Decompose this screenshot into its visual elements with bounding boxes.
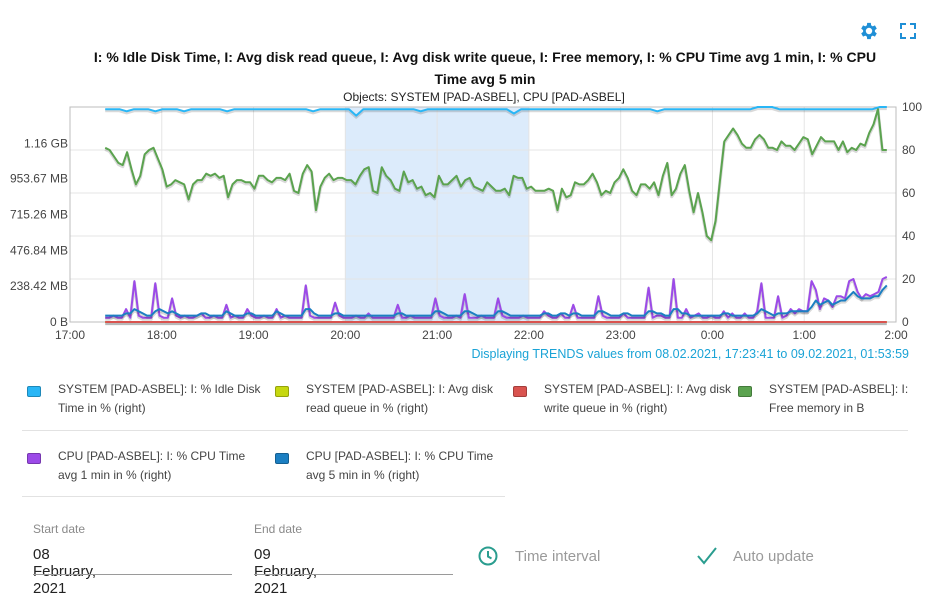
chart-subtitle: Objects: SYSTEM [PAD-ASBEL], CPU [PAD-AS… (343, 90, 625, 104)
range-note: Displaying TRENDS values from 08.02.2021… (471, 347, 909, 361)
legend-swatch (275, 453, 289, 464)
y-right-tick-label: 0 (902, 315, 909, 329)
start-date-field[interactable]: Start date 08 February, 2021 (33, 522, 232, 597)
end-date-value[interactable]: 09 February, 2021 (254, 546, 318, 597)
gear-icon[interactable] (858, 20, 880, 42)
series-shadow-3 (104, 109, 887, 244)
x-tick-label: 18:00 (147, 328, 177, 342)
legend-swatch (27, 386, 41, 397)
x-tick-label: 1:00 (793, 328, 817, 342)
auto-update-label: Auto update (733, 548, 814, 565)
checkmark-icon (695, 545, 719, 571)
legend-label: CPU [PAD-ASBEL]: I: % CPU Time avg 1 min… (58, 449, 246, 482)
y-left-tick-label: 715.26 MB (10, 207, 68, 221)
legend-swatch (27, 453, 41, 464)
legend-swatch (738, 386, 752, 397)
start-date-label: Start date (33, 522, 86, 536)
y-right-tick-label: 80 (902, 143, 916, 157)
legend-label: SYSTEM [PAD-ASBEL]: I: Avg disk write qu… (544, 382, 731, 415)
legend-divider (22, 496, 505, 497)
y-left-tick-label: 238.42 MB (10, 279, 68, 293)
start-date-value[interactable]: 08 February, 2021 (33, 546, 97, 597)
time-interval-label: Time interval (515, 548, 601, 565)
y-left-tick-label: 1.16 GB (24, 136, 68, 150)
x-tick-label: 17:00 (55, 328, 85, 342)
legend-swatch (513, 386, 527, 397)
y-left-tick-label: 476.84 MB (10, 243, 68, 257)
clock-icon (477, 545, 499, 571)
x-tick-label: 21:00 (422, 328, 452, 342)
series-line-0 (105, 106, 887, 117)
series-line-3 (104, 108, 887, 242)
x-tick-label: 0:00 (701, 328, 725, 342)
y-right-tick-label: 60 (902, 186, 916, 200)
legend-label: SYSTEM [PAD-ASBEL]: I: Free memory in B (769, 382, 909, 415)
legend-label: SYSTEM [PAD-ASBEL]: I: Avg disk read que… (306, 382, 493, 415)
fullscreen-icon[interactable] (897, 20, 919, 42)
legend-label: SYSTEM [PAD-ASBEL]: I: % Idle Disk Time … (58, 382, 261, 415)
x-tick-label: 23:00 (606, 328, 636, 342)
series-shadow-5 (105, 285, 888, 319)
y-right-tick-label: 40 (902, 229, 916, 243)
y-right-tick-label: 100 (902, 100, 922, 114)
legend-divider (22, 430, 908, 431)
end-date-label: End date (254, 522, 303, 536)
x-tick-label: 22:00 (514, 328, 544, 342)
y-right-tick-label: 20 (902, 272, 916, 286)
series-line-5 (105, 284, 888, 317)
x-tick-label: 2:00 (884, 328, 908, 342)
x-tick-label: 19:00 (239, 328, 269, 342)
legend-label: CPU [PAD-ASBEL]: I: % CPU Time avg 5 min… (306, 449, 494, 482)
x-tick-label: 20:00 (330, 328, 360, 342)
y-left-tick-label: 953.67 MB (10, 172, 68, 186)
y-left-tick-label: 0 B (50, 315, 68, 329)
start-date-underline (33, 574, 232, 575)
end-date-field[interactable]: End date 09 February, 2021 (254, 522, 453, 597)
legend-swatch (275, 386, 289, 397)
line-chart[interactable]: 17:00 18:00 19:00 20:00 21:00 22:00 23:00 0:00 1… (0, 0, 930, 345)
chart-title: I: % Idle Disk Time, I: Avg disk read qu… (93, 49, 877, 87)
end-date-underline (254, 574, 453, 575)
series-shadow-0 (105, 106, 887, 119)
